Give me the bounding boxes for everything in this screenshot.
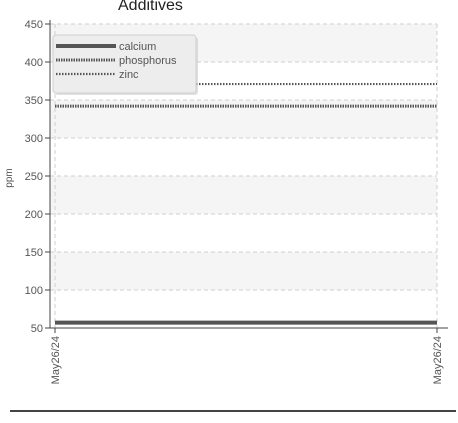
y-tick-label: 400 <box>25 57 43 69</box>
y-axis-label: ppm <box>4 168 15 187</box>
y-tick-label: 300 <box>25 133 43 145</box>
y-tick-label: 150 <box>25 247 43 259</box>
x-tick-label: May26/24 <box>432 336 444 384</box>
grid-band <box>50 252 437 290</box>
y-tick-label: 450 <box>25 19 43 31</box>
y-tick-label: 100 <box>25 285 43 297</box>
legend-label-zinc: zinc <box>119 69 139 81</box>
legend-label-calcium: calcium <box>119 41 156 53</box>
y-tick-label: 350 <box>25 95 43 107</box>
legend-label-phosphorus: phosphorus <box>119 55 177 67</box>
legend: calcium phosphorus zinc <box>52 34 198 95</box>
grid-band <box>50 176 437 214</box>
divider <box>10 410 456 412</box>
legend-box <box>52 34 197 94</box>
y-tick-label: 200 <box>25 209 43 221</box>
x-tick-label: May26/24 <box>50 336 62 384</box>
y-tick-label: 50 <box>31 323 43 335</box>
y-tick-label: 250 <box>25 171 43 183</box>
chart-title: Additives <box>118 0 183 14</box>
